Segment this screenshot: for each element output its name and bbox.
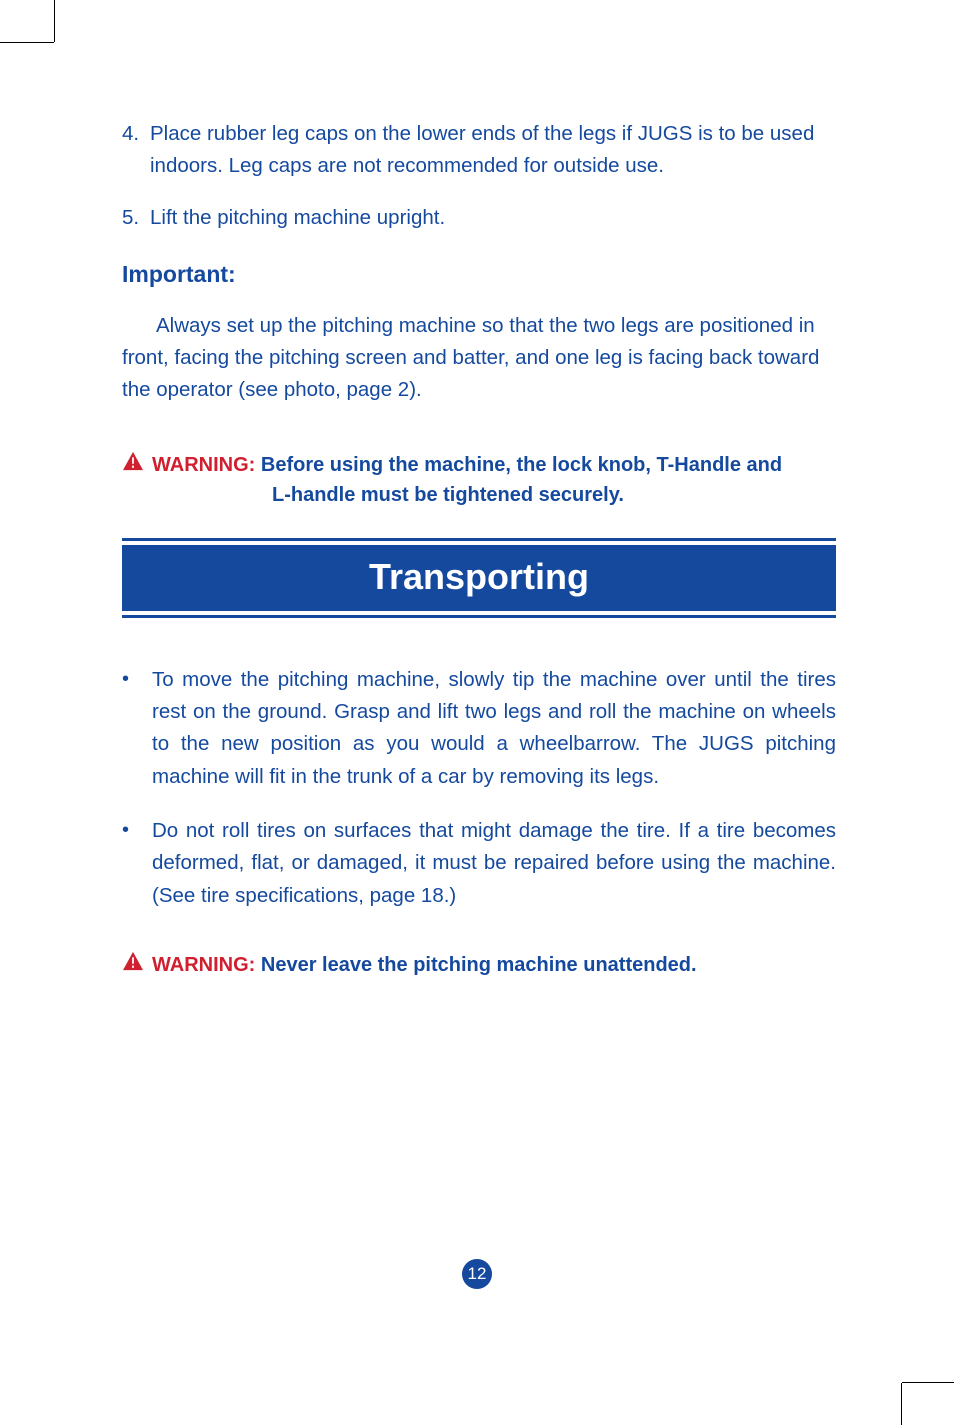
crop-mark <box>902 1382 954 1383</box>
warning-body: Never leave the pitching machine unatten… <box>261 954 697 976</box>
bullet-marker: • <box>122 815 152 847</box>
crop-mark <box>0 42 54 43</box>
warning-text: WARNING: Never leave the pitching machin… <box>152 950 697 980</box>
bullet-text: Do not roll tires on surfaces that might… <box>152 815 836 912</box>
warning-text-line1: WARNING: Before using the machine, the l… <box>152 450 836 480</box>
crop-mark <box>901 1383 902 1425</box>
warning-triangle-icon <box>122 451 144 471</box>
page-number-badge: 12 <box>462 1259 492 1289</box>
transport-bullet-1: • To move the pitching machine, slowly t… <box>122 664 836 794</box>
bullet-text: To move the pitching machine, slowly tip… <box>152 664 836 794</box>
step-text: Place rubber leg caps on the lower ends … <box>150 118 836 182</box>
banner-title: Transporting <box>122 545 836 611</box>
section-banner-transporting: Transporting <box>122 538 836 618</box>
important-body: Always set up the pitching machine so th… <box>122 310 836 405</box>
page-number: 12 <box>468 1264 487 1284</box>
step-number: 4. <box>122 118 150 150</box>
banner-rule <box>122 615 836 618</box>
transport-bullet-2: • Do not roll tires on surfaces that mig… <box>122 815 836 912</box>
warning-label: WARNING: <box>152 454 255 476</box>
warning-unattended: WARNING: Never leave the pitching machin… <box>122 950 836 980</box>
warning-text-line2: L-handle must be tightened securely. <box>152 480 836 510</box>
step-number: 5. <box>122 202 150 234</box>
warning-body-line1: Before using the machine, the lock knob,… <box>261 454 782 476</box>
setup-step-4: 4. Place rubber leg caps on the lower en… <box>122 118 836 182</box>
warning-before-use: WARNING: Before using the machine, the l… <box>122 450 836 510</box>
warning-triangle-icon <box>122 951 144 971</box>
crop-mark <box>54 0 55 42</box>
page-content: 4. Place rubber leg caps on the lower en… <box>122 118 836 1008</box>
step-text: Lift the pitching machine upright. <box>150 202 836 234</box>
warning-label: WARNING: <box>152 954 255 976</box>
bullet-marker: • <box>122 664 152 696</box>
setup-step-5: 5. Lift the pitching machine upright. <box>122 202 836 234</box>
important-heading: Important: <box>122 261 836 288</box>
